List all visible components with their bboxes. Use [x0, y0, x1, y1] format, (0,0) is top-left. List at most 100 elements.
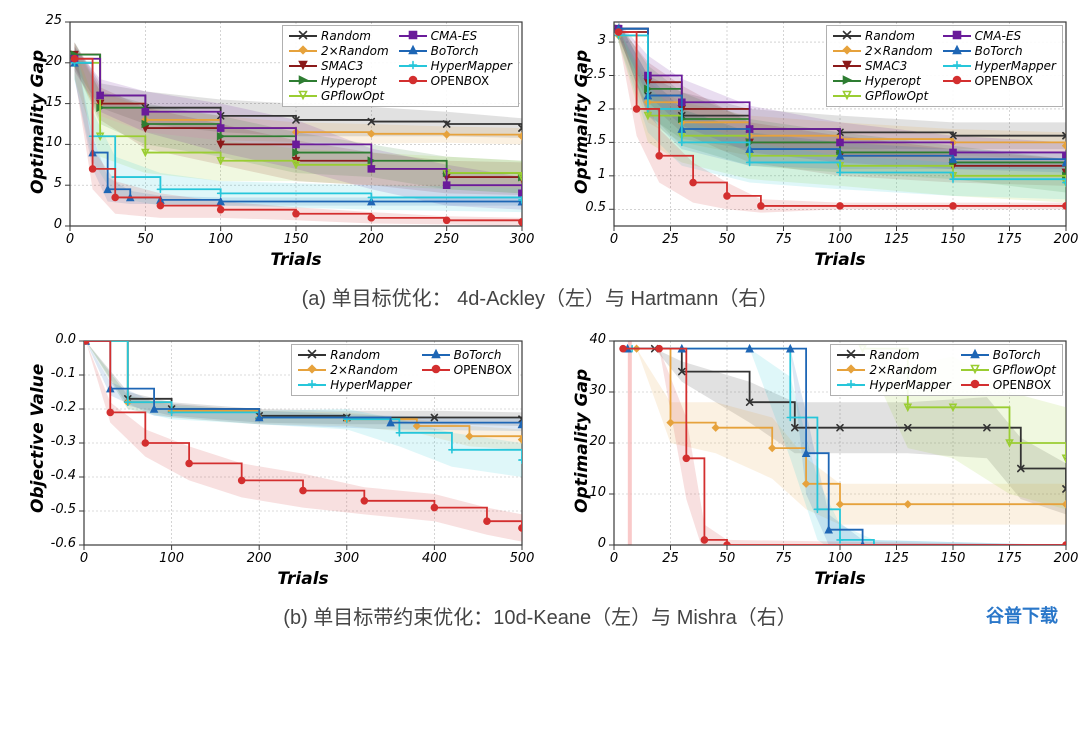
- ytick-label: 0: [54, 217, 62, 232]
- legend-swatch: [399, 76, 427, 86]
- legend-entry-botorch: BoTorch: [961, 348, 1056, 362]
- legend-swatch: [399, 61, 427, 71]
- legend-entry-random2: 2×Random: [833, 44, 933, 58]
- ytick-label: 40: [589, 332, 606, 347]
- legend-label: Random: [865, 29, 915, 43]
- legend-entry-random: Random: [833, 29, 933, 43]
- chart-p4: 0255075100125150175200010203040Optimalit…: [556, 331, 1076, 591]
- legend-entry-openbox: OPENBOX: [961, 378, 1056, 392]
- xtick-label: 50: [712, 232, 742, 247]
- legend-label: CMA-ES: [431, 29, 477, 43]
- legend-label: OPENBOX: [431, 74, 489, 88]
- legend-entry-smac3: SMAC3: [833, 59, 933, 73]
- xtick-label: 0: [599, 232, 629, 247]
- legend-label: BoTorch: [993, 348, 1041, 362]
- ytick-label: 0.5: [585, 200, 606, 215]
- legend-swatch: [833, 91, 861, 101]
- xtick-label: 100: [825, 232, 855, 247]
- xtick-label: 125: [882, 551, 912, 566]
- legend-label: SMAC3: [865, 59, 907, 73]
- ytick-label: 3: [598, 33, 606, 48]
- legend-swatch: [298, 350, 326, 360]
- x-axis-label: Trials: [84, 569, 522, 589]
- legend-entry-hypermapper: HyperMapper: [298, 378, 411, 392]
- chart-p2: 02550751001251501752000.511.522.53Optima…: [556, 12, 1076, 272]
- legend-swatch: [837, 350, 865, 360]
- legend-label: OPENBOX: [975, 74, 1033, 88]
- ytick-label: -0.2: [51, 400, 76, 415]
- legend-entry-gpflowopt: GPflowOpt: [289, 89, 389, 103]
- ytick-label: -0.6: [51, 536, 76, 551]
- legend-swatch: [399, 46, 427, 56]
- y-axis-label: Optimality Gap: [28, 50, 48, 194]
- ytick-label: -0.4: [51, 468, 76, 483]
- legend-swatch: [289, 46, 317, 56]
- legend-entry-hypermapper: HyperMapper: [943, 59, 1056, 73]
- legend-swatch: [833, 76, 861, 86]
- xtick-label: 75: [769, 232, 799, 247]
- legend-entry-gpflowopt: GPflowOpt: [833, 89, 933, 103]
- legend-swatch: [961, 365, 989, 375]
- y-axis-label: Optimality Gap: [572, 369, 592, 513]
- legend-label: BoTorch: [431, 44, 479, 58]
- legend: Random2×RandomHyperMapperBoTorchGPflowOp…: [830, 344, 1063, 396]
- legend-entry-openbox: OPENBOX: [422, 363, 512, 377]
- legend-swatch: [289, 76, 317, 86]
- x-axis-label: Trials: [70, 250, 522, 270]
- legend-label: 2×Random: [321, 44, 389, 58]
- legend-label: OPENBOX: [454, 363, 512, 377]
- legend-entry-smac3: SMAC3: [289, 59, 389, 73]
- xtick-label: 125: [882, 232, 912, 247]
- ytick-label: 1: [598, 167, 606, 182]
- legend-label: BoTorch: [975, 44, 1023, 58]
- legend-swatch: [289, 91, 317, 101]
- legend-entry-gpflowopt: GPflowOpt: [961, 363, 1056, 377]
- legend-label: GPflowOpt: [993, 363, 1056, 377]
- legend-swatch: [399, 31, 427, 41]
- watermark: 谷普下载: [986, 602, 1058, 628]
- legend-entry-cmaes: CMA-ES: [399, 29, 512, 43]
- xtick-label: 250: [432, 232, 462, 247]
- chart-p1: 0501001502002503000510152025Optimality G…: [12, 12, 532, 272]
- legend-swatch: [943, 76, 971, 86]
- legend-swatch: [298, 365, 326, 375]
- caption-a: (a) 单目标优化： 4d-Ackley（左）与 Hartmann（右）: [12, 282, 1068, 311]
- ytick-label: -0.1: [51, 366, 76, 381]
- legend-swatch: [833, 61, 861, 71]
- legend-entry-botorch: BoTorch: [943, 44, 1056, 58]
- ytick-label: 2: [598, 100, 606, 115]
- legend-label: Random: [869, 348, 919, 362]
- y-axis-label: Optimality Gap: [572, 50, 592, 194]
- legend-swatch: [837, 380, 865, 390]
- legend-swatch: [961, 350, 989, 360]
- xtick-label: 100: [825, 551, 855, 566]
- legend-swatch: [289, 61, 317, 71]
- xtick-label: 200: [1051, 232, 1080, 247]
- xtick-label: 200: [244, 551, 274, 566]
- legend-label: HyperMapper: [330, 378, 411, 392]
- legend-entry-openbox: OPENBOX: [399, 74, 512, 88]
- legend-entry-botorch: BoTorch: [399, 44, 512, 58]
- legend-entry-random: Random: [289, 29, 389, 43]
- ytick-label: 25: [45, 13, 62, 28]
- legend: Random2×RandomSMAC3HyperoptGPflowOptCMA-…: [282, 25, 519, 107]
- ytick-label: -0.5: [51, 502, 76, 517]
- legend-entry-openbox: OPENBOX: [943, 74, 1056, 88]
- legend-entry-hyperopt: Hyperopt: [833, 74, 933, 88]
- legend-label: BoTorch: [454, 348, 502, 362]
- ytick-label: 0: [598, 536, 606, 551]
- ytick-label: 5: [54, 176, 62, 191]
- legend-label: 2×Random: [330, 363, 398, 377]
- xtick-label: 50: [712, 551, 742, 566]
- caption-b: (b) 单目标带约束优化：10d-Keane（左）与 Mishra（右）: [12, 601, 1068, 630]
- xtick-label: 175: [995, 551, 1025, 566]
- xtick-label: 50: [130, 232, 160, 247]
- legend-swatch: [298, 380, 326, 390]
- legend-label: OPENBOX: [993, 378, 1051, 392]
- legend: Random2×RandomHyperMapperBoTorchOPENBOX: [291, 344, 519, 396]
- legend-swatch: [833, 46, 861, 56]
- xtick-label: 150: [938, 551, 968, 566]
- legend-entry-random2: 2×Random: [298, 363, 411, 377]
- legend-label: GPflowOpt: [865, 89, 928, 103]
- legend-label: 2×Random: [869, 363, 937, 377]
